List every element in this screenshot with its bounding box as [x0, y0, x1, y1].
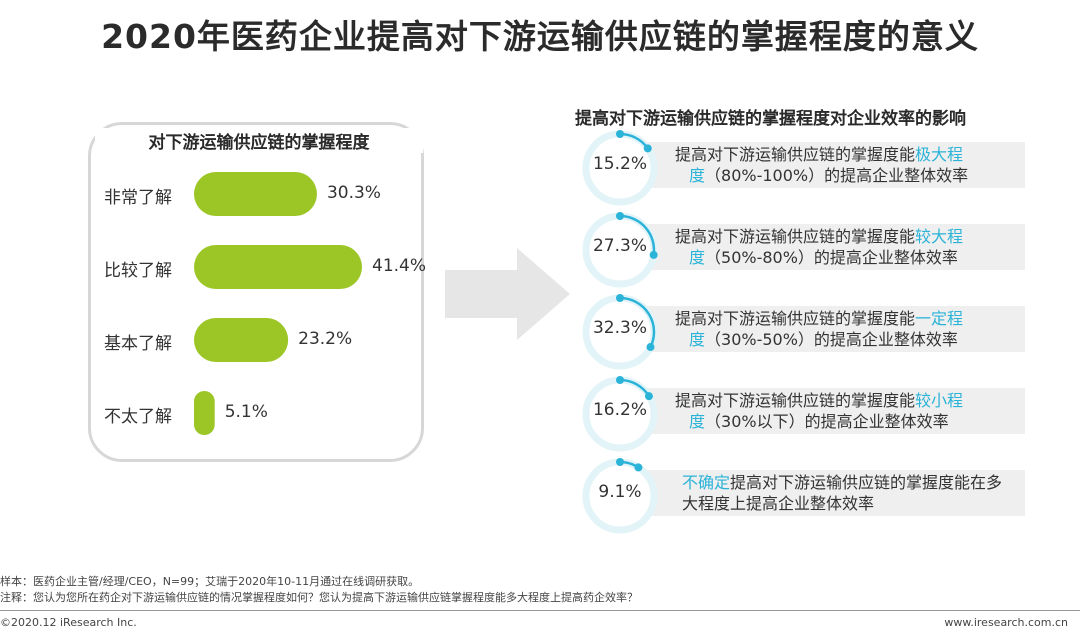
gauge-value: 16.2% [592, 400, 647, 420]
gauge-row: 9.1% 不确定提高对下游运输供应链的掌握度能在多大程度上提高企业整体效率 [580, 458, 1040, 536]
text-box [625, 470, 1025, 516]
gauge-description: 提高对下游运输供应链的掌握度能较小程 度（30%以下）的提高企业整体效率 [675, 391, 964, 431]
bar-value-label: 41.4% [372, 256, 427, 276]
gauge-dot [643, 144, 652, 153]
gauge-description: 不确定提高对下游运输供应链的掌握度能在多大程度上提高企业整体效率 [682, 473, 1003, 513]
site-url: www.iresearch.com.cn [944, 616, 1068, 629]
gauge-description: 提高对下游运输供应链的掌握度能一定程 度（30%-50%）的提高企业整体效率 [675, 309, 964, 349]
gauge-dot [616, 376, 624, 384]
right-chart-title: 提高对下游运输供应链的掌握程度对企业效率的影响 [575, 109, 966, 129]
gauge-ring [582, 294, 658, 370]
gauge-dot [649, 250, 658, 259]
gauge-row: 15.2% 提高对下游运输供应链的掌握度能极大程 度（80%-100%）的提高企业整… [580, 130, 1040, 208]
text-box [625, 306, 1025, 352]
gauge-ring [582, 212, 658, 288]
bar-category-label: 不太了解 [104, 407, 172, 427]
gauge-ring [582, 458, 658, 534]
gauge-dot [646, 343, 655, 352]
gauge-dot [616, 130, 624, 138]
left-chart-title: 对下游运输供应链的掌握程度 [95, 128, 423, 153]
gauge-row: 27.3% 提高对下游运输供应链的掌握度能较大程 度（50%-80%）的提高企业整体… [580, 212, 1040, 290]
bar-value-label: 30.3% [326, 183, 381, 203]
gauge-description: 提高对下游运输供应链的掌握度能较大程 度（50%-80%）的提高企业整体效率 [675, 227, 964, 267]
gauge-dot [634, 463, 643, 472]
gauge-row: 32.3% 提高对下游运输供应链的掌握度能一定程 度（30%-50%）的提高企业整体… [580, 294, 1040, 372]
gauge-dot [616, 458, 624, 466]
gauge-ring [582, 130, 658, 206]
gauge-description: 提高对下游运输供应链的掌握度能极大程 度（80%-100%）的提高企业整体效率 [675, 145, 969, 185]
bar-category-label: 非常了解 [104, 188, 172, 208]
gauge-dot [616, 294, 624, 302]
gauge-value: 9.1% [598, 482, 642, 502]
gauge-value: 32.3% [592, 318, 647, 338]
gauge-value: 27.3% [592, 236, 647, 256]
gauge-ring [582, 376, 658, 452]
gauge-dot [644, 392, 653, 401]
divider [0, 610, 1080, 611]
text-box [625, 142, 1025, 188]
gauge-arc [619, 296, 656, 348]
copyright: ©2020.12 iResearch Inc. [0, 616, 137, 629]
gauge-row: 16.2% 提高对下游运输供应链的掌握度能较小程 度（30%以下）的提高企业整体效率 [580, 376, 1040, 454]
bar-3 [194, 318, 289, 362]
sample-note: 样本：医药企业主管/经理/CEO，N=99；艾瑞于2020年10-11月通过在线… [0, 575, 420, 588]
bar-category-label: 基本了解 [104, 334, 172, 354]
text-box [625, 224, 1025, 270]
gauge-dot [616, 212, 624, 220]
bar-value-label: 5.1% [224, 402, 268, 422]
page-title: 2020年医药企业提高对下游运输供应链的掌握程度的意义 [101, 17, 979, 56]
bar-4 [194, 391, 215, 435]
left-chart-panel [88, 122, 424, 462]
text-box [625, 388, 1025, 434]
question-note: 注释：您认为您所在药企对下游运输供应链的情况掌握程度如何？您认为提高下游运输供应… [0, 591, 638, 604]
arrow-right-icon [445, 248, 570, 340]
gauge-arc [619, 214, 656, 256]
gauge-value: 15.2% [592, 154, 647, 174]
bar-1 [194, 172, 317, 216]
bar-value-label: 23.2% [298, 329, 353, 349]
bar-category-label: 比较了解 [104, 261, 172, 281]
bar-2 [194, 245, 362, 289]
